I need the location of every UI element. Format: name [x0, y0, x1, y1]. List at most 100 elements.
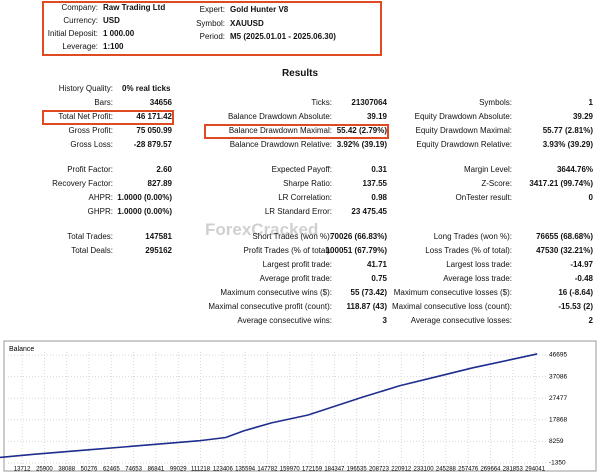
x-tick-label: 294041 [525, 467, 546, 473]
stat-value: 2 [588, 316, 593, 325]
stat-label: Largest loss trade: [446, 260, 512, 269]
x-tick-label: 111218 [191, 467, 211, 473]
stat-label: AHPR: [88, 193, 113, 202]
field-label: Initial Deposit: [47, 29, 98, 38]
stat-label: Profit Factor: [67, 165, 113, 174]
stat-value: 0 [588, 193, 593, 202]
stat-value: 0.75 [371, 274, 387, 283]
stat-label: LR Correlation: [278, 193, 332, 202]
highlight [42, 110, 174, 125]
stat-label: Long Trades (won %): [433, 232, 512, 241]
highlight [204, 124, 389, 139]
stat-label: Z-Score: [481, 179, 512, 188]
stat-label: Maximum consecutive wins ($): [220, 288, 332, 297]
x-tick-label: 135594 [235, 467, 256, 473]
stat-value: 147581 [145, 232, 172, 241]
y-tick-label: 17868 [549, 417, 567, 424]
x-tick-label: 196535 [347, 467, 368, 473]
stat-value: 2.60 [156, 165, 172, 174]
stat-label: Recovery Factor: [52, 179, 113, 188]
stat-value: 16 (-8.64) [558, 288, 593, 297]
stat-value: -0.48 [574, 274, 593, 283]
field-label: Expert: [199, 5, 225, 14]
y-tick-label: 27477 [549, 395, 567, 402]
field-value: Raw Trading Ltd [103, 3, 166, 12]
stat-value: 39.19 [366, 112, 387, 121]
field-label: Leverage: [62, 42, 98, 51]
stat-value: 76655 (68.68%) [536, 232, 593, 241]
x-tick-label: 184347 [324, 467, 345, 473]
y-tick-label: -1350 [549, 460, 566, 467]
stat-label: Total Net Profit: [58, 112, 113, 121]
stat-value: 23 475.45 [351, 207, 387, 216]
stat-label: Gross Profit: [68, 126, 113, 135]
x-tick-label: 159970 [280, 467, 301, 473]
stat-label: Equity Drawdown Absolute: [414, 112, 512, 121]
results-title: Results [281, 68, 319, 79]
stat-label: GHPR: [87, 207, 113, 216]
y-tick-label: 46695 [549, 352, 567, 359]
x-tick-label: 257476 [458, 467, 479, 473]
field-label: Symbol: [196, 18, 225, 28]
stat-value: 295162 [145, 246, 172, 255]
stat-label: Symbols: [479, 98, 512, 107]
watermark: ForexCracked [205, 220, 319, 239]
y-tick-label: 37086 [549, 373, 567, 380]
stat-value: 0% real ticks [122, 84, 171, 93]
stat-value: -28 879.57 [133, 140, 172, 149]
stat-value: 118.87 (43) [346, 302, 387, 311]
stat-value: 1.0000 (0.00%) [117, 207, 172, 216]
field-value: 1:100 [103, 42, 124, 51]
stat-value: 3 [382, 316, 387, 325]
stat-value: 34656 [149, 98, 172, 107]
stat-label: Maximal consecutive profit (count): [208, 302, 332, 311]
stat-value: 100051 (67.79%) [325, 246, 387, 255]
chart-title: Balance [9, 346, 34, 353]
stat-label: Balance Drawdown Maximal: [228, 126, 332, 135]
highlight [42, 1, 382, 56]
stat-label: Total Deals: [71, 246, 113, 255]
stat-value: -15.53 (2) [558, 302, 593, 311]
stat-label: Average consecutive losses: [410, 316, 512, 325]
stat-label: Profit Trades (% of total): [243, 246, 332, 255]
stat-label: Maximal consecutive loss (count): [391, 302, 512, 311]
stat-label: Expected Payoff: [271, 165, 332, 174]
field-value: USD [103, 16, 120, 25]
stat-value: 75 050.99 [136, 126, 172, 135]
x-tick-label: 86841 [148, 467, 165, 473]
stat-label: Ticks: [311, 98, 332, 107]
x-tick-label: 38088 [58, 467, 75, 473]
stat-label: Gross Loss: [70, 140, 113, 149]
stat-value: 827.89 [147, 179, 172, 188]
stat-label: Equity Drawdown Maximal: [415, 126, 512, 135]
stat-label: Total Trades: [67, 232, 113, 241]
stat-value: 39.29 [572, 112, 593, 121]
field-label: Period: [199, 32, 225, 41]
x-tick-label: 99029 [170, 467, 187, 473]
x-tick-label: 281853 [503, 467, 524, 473]
stat-label: Balance Drawdown Absolute: [227, 112, 332, 121]
x-tick-label: 13712 [14, 467, 31, 473]
stat-label: Bars: [94, 98, 113, 107]
field-value: XAUUSD [230, 18, 264, 28]
stat-label: LR Standard Error: [264, 207, 332, 216]
x-tick-label: 62465 [103, 467, 120, 473]
x-tick-label: 269664 [480, 467, 501, 473]
stat-label: Sharpe Ratio: [283, 179, 332, 188]
field-label: Currency: [63, 16, 98, 25]
x-tick-label: 233100 [414, 467, 435, 473]
stat-value: 0.31 [371, 165, 387, 174]
stat-value: 41.71 [366, 260, 387, 269]
stat-label: Balance Drawdown Relative: [229, 140, 332, 149]
stat-label: Margin Level: [463, 165, 512, 174]
x-tick-label: 123406 [213, 467, 234, 473]
stat-label: Average consecutive wins: [237, 316, 332, 325]
x-tick-label: 208723 [369, 467, 390, 473]
stat-value: 70026 (66.83%) [330, 232, 387, 241]
stat-label: Short Trades (won %): [252, 232, 332, 241]
field-label: Company: [61, 3, 98, 12]
stat-value: 3417.21 (99.74%) [529, 179, 593, 188]
x-tick-label: 245288 [436, 467, 457, 473]
